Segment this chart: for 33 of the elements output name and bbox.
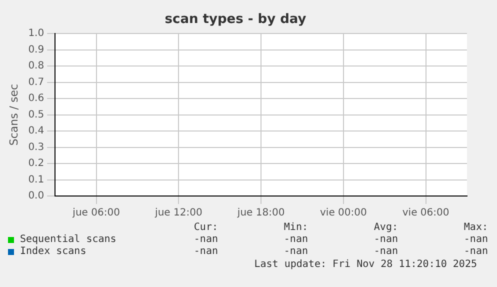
text: Cur: [192, 222, 218, 233]
y-tick-label: 0.1 [28, 174, 44, 186]
legend-label: Sequential scans [20, 234, 116, 245]
text: -nan [282, 246, 308, 257]
legend-label: Index scans [20, 246, 86, 257]
text: -nan [372, 234, 398, 245]
x-tick-label: vie 00:00 [320, 208, 367, 219]
text: -nan [282, 234, 308, 245]
y-tick-label: 0.7 [28, 76, 44, 88]
y-tick-label: 0.6 [28, 93, 44, 104]
x-tick-label: vie 06:00 [402, 208, 450, 219]
text: -nan [192, 246, 218, 257]
text: -nan [192, 234, 218, 245]
text: -nan [462, 246, 488, 257]
y-tick-label: 0.5 [28, 109, 44, 120]
text: Avg: [372, 222, 398, 233]
y-tick-label: 0.0 [28, 190, 44, 202]
y-tick-label: 0.3 [28, 142, 44, 153]
text: -nan [372, 246, 398, 257]
text: Min: [282, 222, 308, 233]
y-tick-label: 0.8 [28, 60, 44, 72]
y-tick-label: 1.0 [28, 28, 44, 40]
x-tick-label: jue 18:00 [236, 208, 285, 219]
y-tick-label: 0.2 [28, 158, 44, 170]
x-tick-label: jue 12:00 [154, 208, 202, 219]
y-axis-title: Scans / sec [7, 84, 20, 146]
text: Last update: Fri Nov 28 11:20:10 2025 [253, 259, 478, 270]
y-tick-label: 0.4 [28, 126, 44, 137]
text: -nan [462, 234, 488, 245]
x-tick-label: jue 06:00 [72, 208, 120, 219]
chart-title: scan types - by day [164, 12, 307, 28]
text: Max: [462, 222, 488, 233]
y-tick-label: 0.9 [28, 44, 44, 56]
